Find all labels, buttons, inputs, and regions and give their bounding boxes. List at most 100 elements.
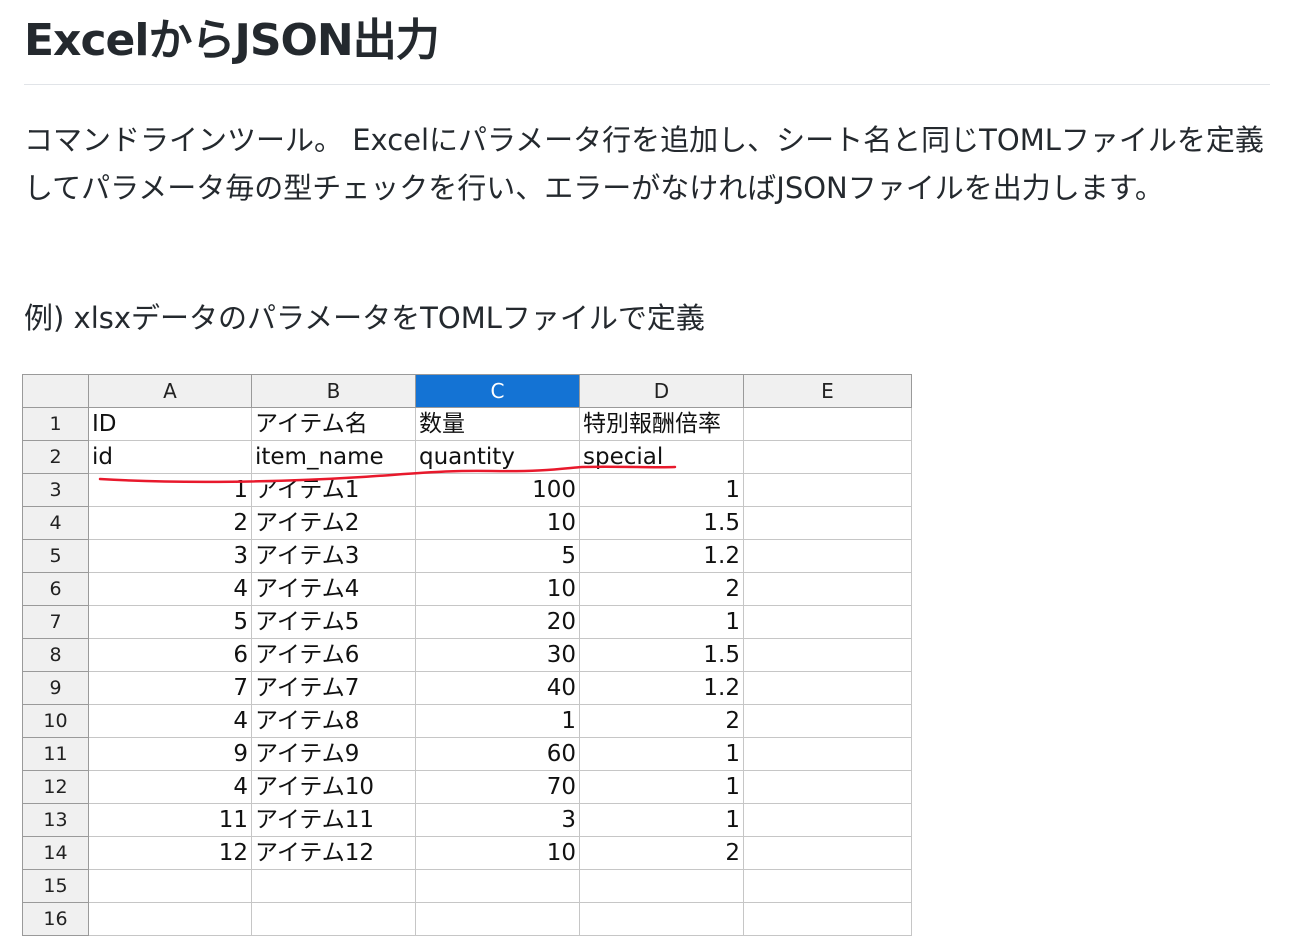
row-header: 12 [22,770,89,804]
sheet-cell: 40 [415,671,580,705]
spreadsheet-image: A B C D E 1 ID アイテム名 数量 特別報酬倍率 2 id item_name qu… [22,374,914,936]
sheet-cell: 4 [88,704,252,738]
column-header: D [579,374,744,408]
sheet-cell: 70 [415,770,580,804]
row-header: 8 [22,638,89,672]
sheet-cell [251,869,416,903]
sheet-cell: アイテム5 [251,605,416,639]
row-header: 3 [22,473,89,507]
page-title: ExcelからJSON出力 [24,15,440,66]
sheet-row: 2 id item_name quantity special [22,440,912,474]
sheet-cell: 1.2 [579,671,744,705]
sheet-cell [743,506,912,540]
sheet-cell [743,902,912,936]
sheet-cell: 5 [415,539,580,573]
row-header: 4 [22,506,89,540]
sheet-cell: アイテム11 [251,803,416,837]
sheet-cell [743,407,912,441]
sheet-cell [415,869,580,903]
sheet-cell [743,605,912,639]
sheet-cell: 1.5 [579,638,744,672]
sheet-cell: 1 [88,473,252,507]
sheet-cell: 2 [579,572,744,606]
sheet-cell: 3 [88,539,252,573]
sheet-cell: アイテム1 [251,473,416,507]
sheet-cell: アイテム3 [251,539,416,573]
sheet-cell: 100 [415,473,580,507]
column-header: E [743,374,912,408]
row-header: 16 [22,902,89,936]
sheet-cell: 11 [88,803,252,837]
sheet-corner [22,374,89,408]
row-header: 5 [22,539,89,573]
sheet-cell [415,902,580,936]
sheet-cell: 7 [88,671,252,705]
sheet-cell: 10 [415,836,580,870]
sheet-cell: 1 [579,770,744,804]
example-caption: 例) xlsxデータのパラメータをTOMLファイルで定義 [24,301,705,335]
sheet-cell: 1 [579,473,744,507]
sheet-cell: 60 [415,737,580,771]
sheet-cell: 数量 [415,407,580,441]
sheet-cell [743,572,912,606]
sheet-row: 16 [22,902,912,936]
sheet-row: 5 3 アイテム3 5 1.2 [22,539,912,573]
sheet-cell [743,473,912,507]
sheet-row: 11 9 アイテム9 60 1 [22,737,912,771]
sheet-cell [743,869,912,903]
sheet-cell: 5 [88,605,252,639]
sheet-cell [743,704,912,738]
sheet-cell: アイテム4 [251,572,416,606]
sheet-cell: 9 [88,737,252,771]
sheet-cell: 特別報酬倍率 [579,407,744,441]
row-header: 14 [22,836,89,870]
sheet-cell: quantity [415,440,580,474]
sheet-cell [88,902,252,936]
sheet-row: 7 5 アイテム5 20 1 [22,605,912,639]
sheet-row: 6 4 アイテム4 10 2 [22,572,912,606]
sheet-cell: 20 [415,605,580,639]
sheet-row: 9 7 アイテム7 40 1.2 [22,671,912,705]
sheet-cell: 4 [88,770,252,804]
row-header: 9 [22,671,89,705]
sheet-row: 13 11 アイテム11 3 1 [22,803,912,837]
description-paragraph: コマンドラインツール。 Excelにパラメータ行を追加し、シート名と同じTOML… [24,123,1264,205]
sheet-cell [743,836,912,870]
sheet-cell: 3 [415,803,580,837]
sheet-cell: 1.5 [579,506,744,540]
sheet-row: 1 ID アイテム名 数量 特別報酬倍率 [22,407,912,441]
sheet-row: 14 12 アイテム12 10 2 [22,836,912,870]
sheet-row: 3 1 アイテム1 100 1 [22,473,912,507]
sheet-cell: アイテム2 [251,506,416,540]
column-header-row: A B C D E [22,374,912,408]
sheet-cell: アイテム7 [251,671,416,705]
sheet-cell: アイテム10 [251,770,416,804]
sheet-cell: 12 [88,836,252,870]
sheet-cell: 10 [415,572,580,606]
sheet-cell: アイテム6 [251,638,416,672]
column-header: B [251,374,416,408]
sheet-cell: アイテム9 [251,737,416,771]
row-header: 15 [22,869,89,903]
sheet-row: 4 2 アイテム2 10 1.5 [22,506,912,540]
sheet-cell: 6 [88,638,252,672]
sheet-cell [743,803,912,837]
sheet-cell [579,902,744,936]
sheet-cell: 10 [415,506,580,540]
row-header: 7 [22,605,89,639]
sheet-cell [743,440,912,474]
sheet-cell: 2 [579,836,744,870]
sheet-cell [88,869,252,903]
sheet-cell: アイテム12 [251,836,416,870]
sheet-cell [743,770,912,804]
sheet-cell [743,638,912,672]
sheet-cell: 1 [415,704,580,738]
sheet-cell: 30 [415,638,580,672]
sheet-cell: special [579,440,744,474]
sheet-cell: アイテム名 [251,407,416,441]
sheet-cell [579,869,744,903]
sheet-row: 12 4 アイテム10 70 1 [22,770,912,804]
spreadsheet-table: A B C D E 1 ID アイテム名 数量 特別報酬倍率 2 id item_name qu… [22,374,912,936]
column-header: C [415,374,580,408]
